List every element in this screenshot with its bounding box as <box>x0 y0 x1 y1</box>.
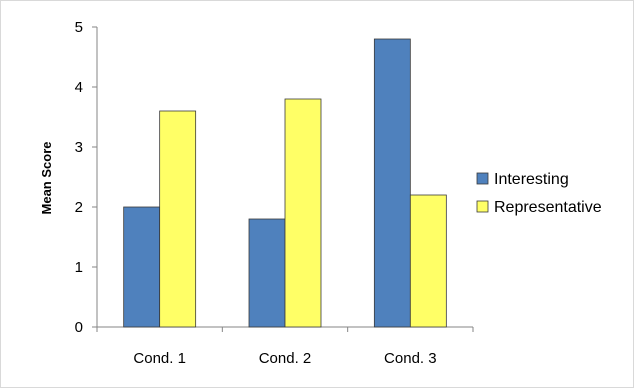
bar-interesting <box>123 206 161 328</box>
x-tick-label: Cond. 1 <box>133 350 186 367</box>
y-tick-label: 3 <box>75 139 83 156</box>
legend-swatch <box>476 172 489 185</box>
legend-label: Representative <box>494 199 602 216</box>
tick-labels: 0 1 2 3 4 5 Cond. 1 Cond. 2 Cond. 3 <box>75 19 437 367</box>
bar-representative <box>409 194 447 328</box>
y-tick-label: 1 <box>75 259 83 276</box>
legend-label: Interesting <box>494 171 569 188</box>
bar-representative <box>284 98 322 328</box>
y-tick-label: 0 <box>75 319 83 336</box>
y-tick-label: 5 <box>75 19 83 36</box>
y-tick-label: 4 <box>75 79 83 96</box>
y-tick-label: 2 <box>75 199 83 216</box>
bar-interesting <box>248 218 286 328</box>
bars <box>123 38 447 328</box>
legend-swatch <box>476 200 489 213</box>
x-tick-label: Cond. 2 <box>259 350 312 367</box>
bar-interesting <box>373 38 411 328</box>
x-tick-label: Cond. 3 <box>384 350 437 367</box>
bar-representative <box>159 110 197 328</box>
legend: Interesting Representative <box>476 171 602 216</box>
y-axis-title: Mean Score <box>39 142 54 215</box>
